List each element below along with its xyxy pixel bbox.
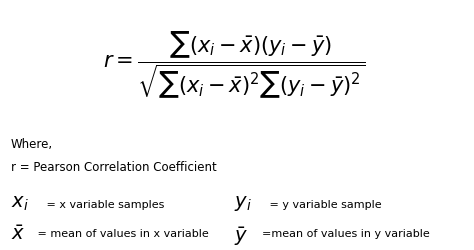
Text: $\mathit{y}_i$: $\mathit{y}_i$ <box>234 193 252 212</box>
Text: $\bar{\mathit{x}}$: $\bar{\mathit{x}}$ <box>11 224 25 243</box>
Text: =mean of values in y variable: =mean of values in y variable <box>262 228 429 238</box>
Text: r = Pearson Correlation Coefficient: r = Pearson Correlation Coefficient <box>11 160 217 173</box>
Text: Where,: Where, <box>11 137 53 150</box>
Text: $\bar{\mathit{y}}$: $\bar{\mathit{y}}$ <box>234 224 248 246</box>
Text: $\mathit{x}_i$: $\mathit{x}_i$ <box>11 193 28 212</box>
Text: = x variable samples: = x variable samples <box>43 199 164 209</box>
Text: = y variable sample: = y variable sample <box>266 199 382 209</box>
Text: = mean of values in x variable: = mean of values in x variable <box>34 228 209 238</box>
Text: $r = \dfrac{\sum (x_i - \bar{x})(y_i - \bar{y})}{\sqrt{\sum (x_i - \bar{x})^2 \s: $r = \dfrac{\sum (x_i - \bar{x})(y_i - \… <box>103 30 365 101</box>
